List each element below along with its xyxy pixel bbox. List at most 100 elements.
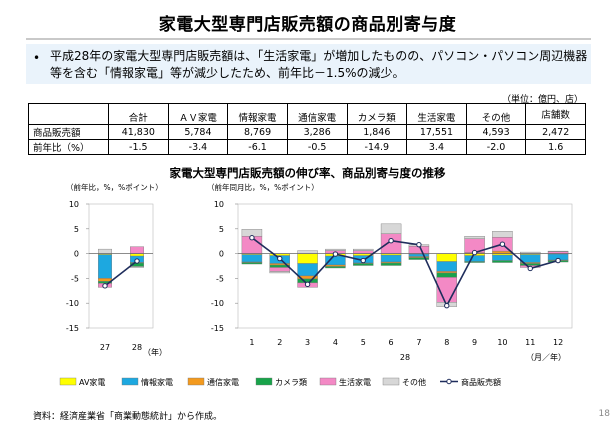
total-sales-point [304,281,311,288]
y-tick-label: -15 [66,324,79,333]
plot-frame [88,203,154,329]
bar-segment [436,261,457,272]
bar-segment [130,266,144,268]
slide-title: 家電大型専門店販売額の商品別寄与度 [158,15,457,35]
table-cell: -14.9 [346,139,408,155]
y-tick-label: -5 [71,274,79,283]
bar-segment [297,253,318,264]
row-label: 前年比（%） [28,139,109,155]
bar-segment [325,266,346,269]
bar-segment [98,278,112,282]
x-tick-label: 1 [249,338,254,347]
legend-marker [446,378,452,385]
x-axis-title: （月／年） [526,352,566,362]
bar-segment [464,255,485,262]
bar-segment [436,253,457,262]
total-sales-point [416,241,422,248]
x-tick-label: 9 [472,338,477,347]
bar-segment [353,250,374,254]
total-sales-point [471,249,478,256]
bar-segment [380,262,402,266]
legend-swatch [121,377,139,386]
x-tick-label: 27 [100,343,110,352]
y-axis-title: （前年比，%，%ポイント） [66,182,163,192]
x-tick-label: 8 [444,338,449,347]
y-axis-title: （前年同月比，%，%ポイント） [207,182,319,192]
bar-segment [408,253,430,257]
year-label: 28 [400,353,410,362]
total-sales-point [249,235,255,241]
legend-swatch [255,377,273,386]
table-row: 前年比（%） -1.5 -3.4 -6.1 -0.5 -14.9 3.4 -2.… [28,139,586,155]
y-tick-label: 0 [74,250,79,259]
total-sales-point [555,257,561,264]
bar-segment [98,248,112,254]
total-sales-point [102,283,108,289]
chart-title: 家電大型専門店販売額の伸び率、商品別寄与度の推移 [169,166,446,180]
title-divider [26,38,591,40]
y-tick-label: -10 [211,299,224,308]
unit-note: （単位：億円、店） [501,95,583,105]
x-axis-title: （年） [143,347,167,357]
total-sales-line [104,260,138,287]
x-tick-label: 10 [497,338,507,347]
total-sales-point [360,257,366,264]
bar-segment [325,248,346,251]
table-cell: 1.6 [525,139,586,155]
x-tick-label: 11 [525,338,535,347]
table-cell: 3.4 [406,139,467,155]
total-sales-point [527,265,533,272]
legend-label: その他 [402,377,426,387]
total-sales-point [134,258,140,264]
x-tick-label: 4 [333,338,338,347]
bar-segment [492,260,513,263]
y-tick-label: -15 [211,324,224,333]
bar-segment [353,248,374,251]
legend-swatch [382,377,400,386]
x-tick-label: 5 [361,338,366,347]
bar-segment [325,264,346,267]
bar-segment [464,236,485,239]
bar-segment [380,233,402,254]
table-row: 商品販売額 41,830 5,784 8,769 3,286 1,846 17,… [28,124,586,140]
bar-segment [269,271,290,274]
bar-segment [380,223,402,234]
x-tick-label: 28 [132,343,142,352]
summary-table: 合計 ＡＶ家電 情報家電 通信家電 カメラ類 生活家電 その他 店舗数 商品販売… [28,103,586,155]
legend-label: 生活家電 [339,377,371,387]
bar-segment [408,257,430,260]
bar-segment [492,231,513,238]
bar-segment [130,246,144,254]
summary-bullet: • [33,51,41,65]
x-tick-label: 2 [277,338,282,347]
bar-segment [436,271,457,274]
table-cell: -0.5 [286,139,348,155]
bar-segment [98,254,112,279]
bar-segment [353,263,374,266]
total-sales-point [277,255,283,262]
total-sales-line [251,237,559,308]
summary-box [26,44,591,84]
bar-segment [436,272,457,278]
legend-label: AV家電 [79,377,105,387]
bar-segment [297,250,318,254]
x-tick-label: 12 [553,338,563,347]
plot-frame [237,203,573,329]
total-sales-point [332,251,339,257]
total-sales-point [444,302,450,309]
summary-text: 平成28年の家電大型専門店販売額は、「生活家電」が増加したものの、パソコン・パソ… [50,49,588,80]
y-tick-label: -10 [66,299,79,308]
total-sales-point [388,238,394,244]
table-cell: -3.4 [167,139,229,155]
bar-segment [547,250,569,252]
bar-segment [241,262,263,265]
bar-segment [520,263,541,266]
y-tick-label: 5 [219,225,224,234]
bar-segment [297,263,318,277]
y-tick-label: 10 [69,200,79,209]
bar-segment [492,254,513,261]
legend-label: 通信家電 [207,377,239,387]
bar-segment [241,254,263,263]
legend-swatch [59,377,77,386]
